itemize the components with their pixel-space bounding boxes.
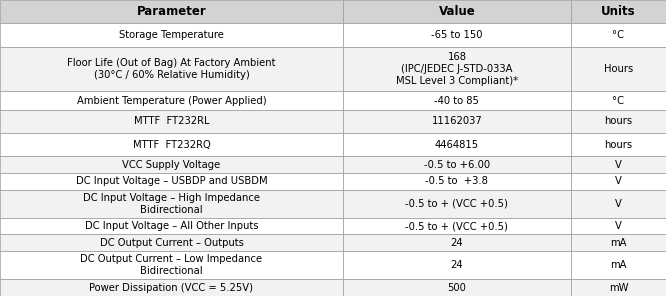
Text: V: V — [615, 160, 622, 170]
Text: DC Output Current – Outputs: DC Output Current – Outputs — [99, 238, 244, 248]
Text: MTTF  FT232RL: MTTF FT232RL — [134, 116, 209, 126]
Text: 168
(IPC/JEDEC J-STD-033A
MSL Level 3 Compliant)*: 168 (IPC/JEDEC J-STD-033A MSL Level 3 Co… — [396, 52, 518, 86]
Bar — [0, 156, 343, 173]
Text: V: V — [615, 176, 622, 186]
Bar — [0, 46, 343, 91]
Bar — [0, 0, 343, 23]
Bar — [343, 0, 571, 23]
Bar — [0, 91, 343, 110]
Text: -0.5 to + (VCC +0.5): -0.5 to + (VCC +0.5) — [406, 199, 508, 209]
Text: Ambient Temperature (Power Applied): Ambient Temperature (Power Applied) — [77, 96, 266, 106]
Bar — [0, 23, 343, 46]
Bar — [343, 173, 571, 189]
Text: hours: hours — [604, 140, 633, 150]
Bar — [571, 46, 666, 91]
Bar — [343, 189, 571, 218]
Text: DC Output Current – Low Impedance
Bidirectional: DC Output Current – Low Impedance Bidire… — [81, 254, 262, 276]
Bar — [571, 234, 666, 251]
Bar — [0, 279, 343, 296]
Bar — [571, 0, 666, 23]
Bar — [343, 218, 571, 234]
Text: 24: 24 — [451, 260, 463, 270]
Text: -40 to 85: -40 to 85 — [434, 96, 480, 106]
Text: hours: hours — [604, 116, 633, 126]
Bar — [343, 234, 571, 251]
Bar — [343, 279, 571, 296]
Text: mA: mA — [610, 260, 627, 270]
Text: -65 to 150: -65 to 150 — [431, 30, 483, 40]
Text: -0.5 to +6.00: -0.5 to +6.00 — [424, 160, 490, 170]
Bar — [0, 234, 343, 251]
Text: Storage Temperature: Storage Temperature — [119, 30, 224, 40]
Text: Floor Life (Out of Bag) At Factory Ambient
(30°C / 60% Relative Humidity): Floor Life (Out of Bag) At Factory Ambie… — [67, 58, 276, 80]
Text: V: V — [615, 221, 622, 231]
Text: °C: °C — [612, 30, 625, 40]
Text: 500: 500 — [448, 283, 466, 293]
Text: mW: mW — [609, 283, 628, 293]
Bar — [343, 91, 571, 110]
Bar — [571, 110, 666, 133]
Bar — [343, 110, 571, 133]
Bar — [343, 23, 571, 46]
Bar — [0, 173, 343, 189]
Bar — [0, 218, 343, 234]
Bar — [571, 173, 666, 189]
Bar — [571, 189, 666, 218]
Text: DC Input Voltage – All Other Inputs: DC Input Voltage – All Other Inputs — [85, 221, 258, 231]
Bar — [571, 91, 666, 110]
Text: Hours: Hours — [604, 64, 633, 74]
Text: 24: 24 — [451, 238, 463, 248]
Bar — [343, 46, 571, 91]
Text: -0.5 to + (VCC +0.5): -0.5 to + (VCC +0.5) — [406, 221, 508, 231]
Text: DC Input Voltage – USBDP and USBDM: DC Input Voltage – USBDP and USBDM — [76, 176, 267, 186]
Text: Power Dissipation (VCC = 5.25V): Power Dissipation (VCC = 5.25V) — [89, 283, 254, 293]
Text: Units: Units — [601, 5, 635, 18]
Bar — [343, 156, 571, 173]
Bar — [0, 133, 343, 156]
Bar — [571, 218, 666, 234]
Bar — [571, 251, 666, 279]
Bar — [571, 279, 666, 296]
Text: 11162037: 11162037 — [432, 116, 482, 126]
Text: °C: °C — [612, 96, 625, 106]
Bar — [571, 23, 666, 46]
Bar — [571, 133, 666, 156]
Text: mA: mA — [610, 238, 627, 248]
Text: V: V — [615, 199, 622, 209]
Text: Value: Value — [438, 5, 476, 18]
Text: DC Input Voltage – High Impedance
Bidirectional: DC Input Voltage – High Impedance Bidire… — [83, 192, 260, 215]
Text: VCC Supply Voltage: VCC Supply Voltage — [123, 160, 220, 170]
Text: 4464815: 4464815 — [435, 140, 479, 150]
Bar — [343, 251, 571, 279]
Bar — [343, 133, 571, 156]
Bar — [0, 251, 343, 279]
Bar — [571, 156, 666, 173]
Text: Parameter: Parameter — [137, 5, 206, 18]
Text: -0.5 to  +3.8: -0.5 to +3.8 — [426, 176, 488, 186]
Text: MTTF  FT232RQ: MTTF FT232RQ — [133, 140, 210, 150]
Bar — [0, 189, 343, 218]
Bar — [0, 110, 343, 133]
